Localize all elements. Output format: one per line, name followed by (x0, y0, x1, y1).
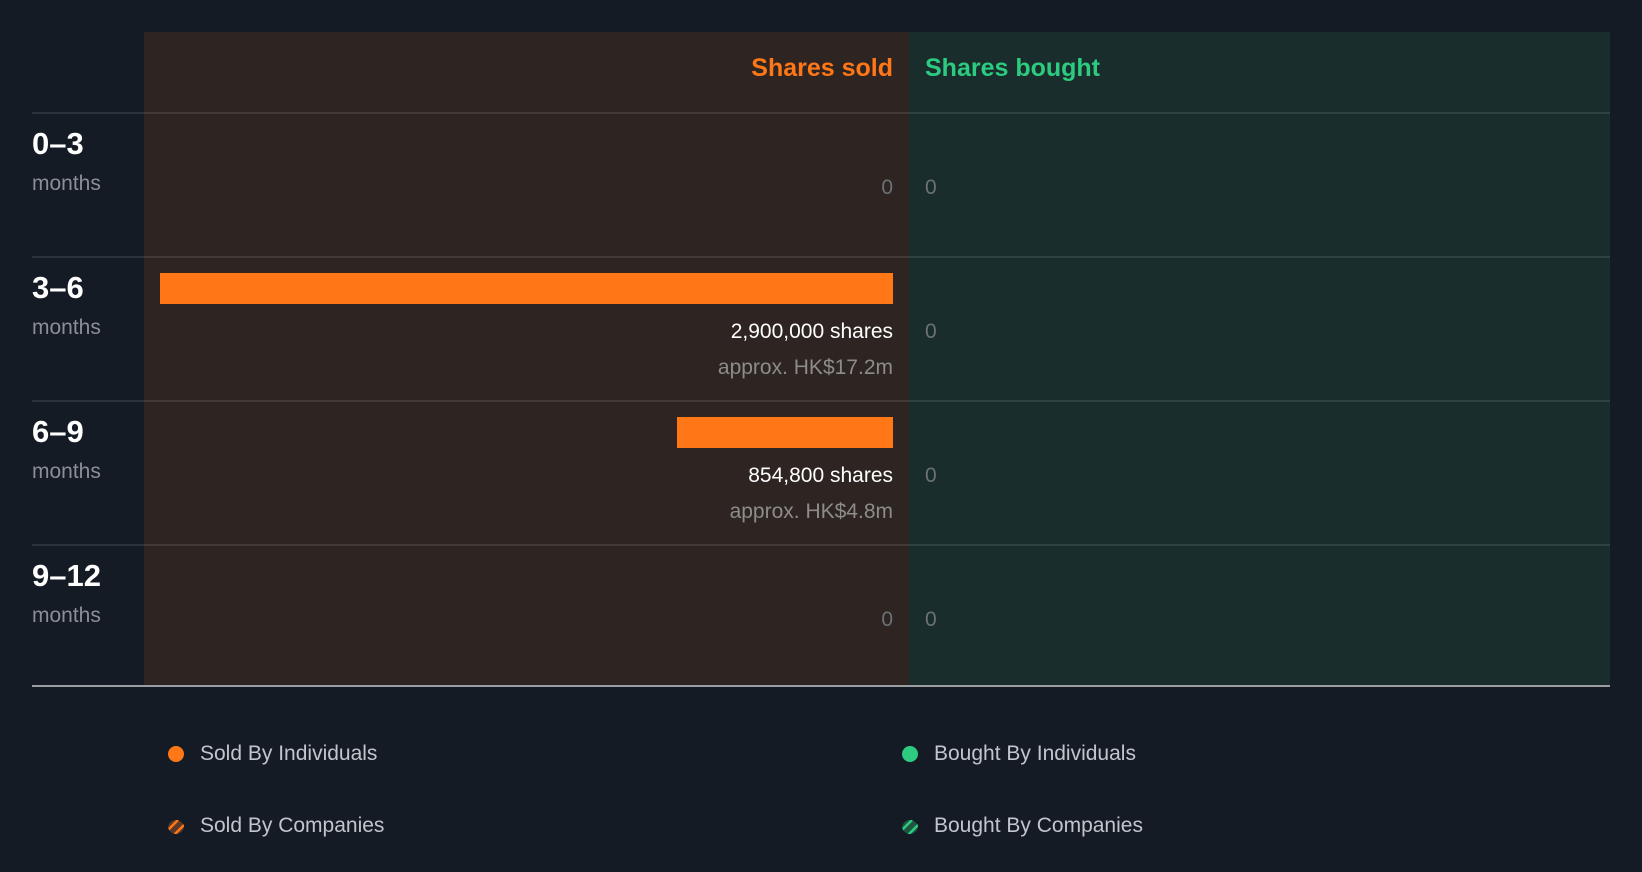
sold-bar[interactable] (160, 273, 893, 304)
sold-shares-label: 854,800 shares (748, 464, 893, 487)
sold-value: 0 (881, 608, 893, 631)
row-divider (32, 112, 1610, 114)
solid-orange-dot-icon (168, 746, 184, 762)
sold-value-label: approx. HK$17.2m (717, 356, 893, 379)
row-unit-label: months (32, 172, 101, 195)
shares-bought-header: Shares bought (925, 54, 1101, 82)
legend-label: Sold By Companies (200, 814, 385, 837)
legend-label: Bought By Companies (934, 814, 1143, 837)
solid-green-dot-icon (902, 746, 918, 762)
row-divider (32, 544, 1610, 546)
row-unit-label: months (32, 316, 101, 339)
legend-bought-by-companies[interactable]: Bought By Companies (902, 814, 1143, 838)
x-axis-line (32, 685, 1610, 687)
sold-bar[interactable] (677, 417, 893, 448)
row-0-3-months: 0–3 months 0 0 (0, 114, 1642, 258)
legend-bought-by-individuals[interactable]: Bought By Individuals (902, 742, 1136, 766)
row-divider (32, 400, 1610, 402)
bought-value: 0 (925, 176, 937, 199)
legend-label: Bought By Individuals (934, 742, 1136, 765)
row-range-label: 9–12 (32, 558, 101, 593)
hatched-orange-dot-icon (168, 818, 184, 834)
row-3-6-months: 3–6 months 2,900,000 shares approx. HK$1… (0, 258, 1642, 402)
row-unit-label: months (32, 460, 101, 483)
bought-value: 0 (925, 320, 937, 343)
bought-value: 0 (925, 608, 937, 631)
row-unit-label: months (32, 604, 101, 627)
row-range-label: 6–9 (32, 414, 84, 449)
row-range-label: 3–6 (32, 270, 84, 305)
legend-label: Sold By Individuals (200, 742, 378, 765)
hatched-green-dot-icon (902, 818, 918, 834)
sold-value-label: approx. HK$4.8m (729, 500, 893, 523)
row-range-label: 0–3 (32, 126, 84, 161)
legend-sold-by-individuals[interactable]: Sold By Individuals (168, 742, 377, 766)
shares-sold-header: Shares sold (751, 54, 893, 82)
row-divider (32, 256, 1610, 258)
row-9-12-months: 9–12 months 0 0 (0, 546, 1642, 690)
shares-bought-panel (909, 32, 1610, 686)
legend-sold-by-companies[interactable]: Sold By Companies (168, 814, 384, 838)
bought-value: 0 (925, 464, 937, 487)
sold-value: 0 (881, 176, 893, 199)
row-6-9-months: 6–9 months 854,800 shares approx. HK$4.8… (0, 402, 1642, 546)
shares-sold-panel (144, 32, 909, 686)
sold-shares-label: 2,900,000 shares (730, 320, 893, 343)
